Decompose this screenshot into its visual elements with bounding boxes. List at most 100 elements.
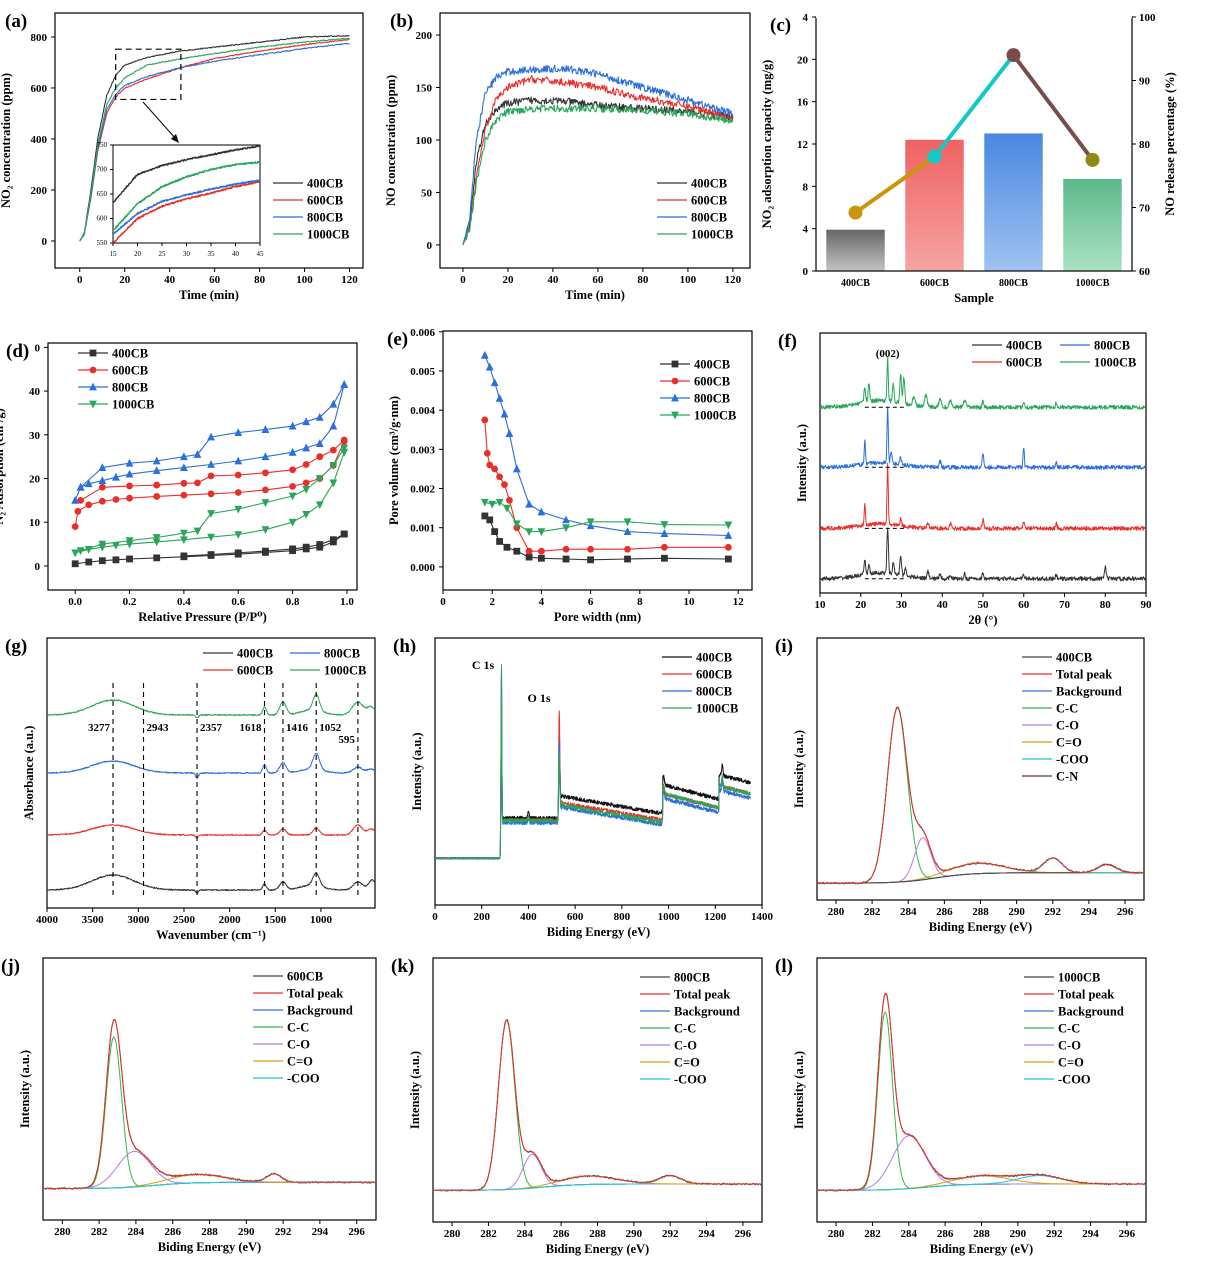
series-line-600cb	[113, 180, 260, 243]
marker-square	[126, 555, 133, 563]
x-tick-label: 280	[444, 1228, 461, 1240]
marker-square	[329, 536, 337, 544]
legend-label: 1000CB	[694, 409, 736, 423]
x-tick-label: 10	[815, 599, 827, 611]
x-tick-label: 290	[1008, 906, 1025, 918]
panel-b: 0 20 40 60 80 100 120 0 50 100 150 200 400CB 600CB 800…	[384, 11, 751, 302]
series-line-total-peak	[433, 1019, 762, 1191]
x-tick-label: 4000	[36, 914, 59, 926]
x-tick-label: 70	[1059, 599, 1071, 611]
marker-square	[234, 549, 242, 557]
axes-frame	[439, 12, 751, 269]
legend-label: C-C	[674, 1022, 696, 1036]
marker-square	[503, 543, 511, 551]
legend-label: -COO	[1056, 753, 1089, 767]
legend-label: C-C	[1056, 702, 1078, 716]
x-axis-label: Time (min)	[179, 288, 239, 302]
legend-label: 1000CB	[1094, 356, 1136, 370]
marker-square	[513, 547, 521, 555]
x-tick-label: 8	[637, 596, 643, 608]
legend-label: 600CB	[112, 364, 148, 378]
legend-item-600cb: 600CB	[657, 194, 727, 208]
marker-triangle-up	[302, 443, 311, 452]
x-tick-label: 290	[626, 1228, 643, 1240]
x-tick-label: 1500	[264, 914, 287, 926]
marker-triangle-down	[495, 498, 504, 507]
y-axis-label: Intensity (a.u.)	[792, 730, 806, 808]
x-tick-label: 12	[733, 596, 745, 608]
x-tick-label: 1000	[658, 911, 681, 923]
x-tick-label: 288	[972, 906, 989, 918]
legend-label: Total peak	[1058, 988, 1114, 1002]
marker-circle	[262, 469, 269, 477]
legend-item-background: Background	[640, 1005, 740, 1019]
marker-triangle-down	[623, 518, 632, 527]
y-axis-label: NO concentration (ppm)	[384, 75, 398, 206]
marker-circle	[234, 471, 242, 479]
x-tick-label: 100	[296, 274, 313, 286]
marker-triangle-down	[340, 448, 349, 457]
marker-square	[89, 349, 97, 357]
panel-label: (c)	[770, 15, 791, 36]
legend-label: 400CB	[694, 358, 730, 372]
marker-circle	[302, 479, 310, 487]
marker-triangle-down	[586, 518, 595, 527]
marker-triangle-up	[84, 479, 93, 488]
panel-label: (d)	[6, 341, 29, 362]
marker-square	[71, 560, 79, 568]
series-line-600cb-adsorption	[74, 441, 345, 527]
series-line-400cb	[47, 872, 375, 894]
plot-area	[433, 1019, 762, 1192]
marker-square	[153, 554, 161, 562]
x-tick-label: 1.0	[340, 596, 354, 608]
marker-triangle-down	[488, 500, 497, 509]
series-line-c-c	[817, 707, 1144, 884]
annotation-o1s: O 1s	[527, 691, 550, 705]
legend-label: C-O	[674, 1039, 697, 1053]
legend-label: C=O	[1056, 736, 1082, 750]
plot-area	[462, 64, 734, 246]
marker-triangle-down	[207, 510, 215, 518]
marker-triangle-up	[500, 409, 509, 418]
marker-circle	[207, 472, 215, 480]
plot-area	[820, 355, 1146, 582]
line-point-1000cb	[1085, 152, 1100, 167]
axes-frame	[434, 637, 763, 906]
legend-item-600cb: 600CB	[273, 194, 343, 208]
legend-item-c-o: C-O	[1024, 1039, 1081, 1053]
band-label: 1618	[240, 722, 263, 734]
x-tick-label: 0.4	[177, 596, 191, 608]
x-tick-label: 60	[209, 274, 221, 286]
legend-item-1000cb: 1000CB	[78, 398, 154, 412]
marker-triangle-up	[207, 432, 215, 441]
y-tick-label: 12	[797, 139, 809, 151]
legend-item-400cb: 400CB	[662, 651, 732, 665]
x-tick-label: 80	[1100, 599, 1112, 611]
marker-triangle-up	[98, 476, 107, 485]
x-axis-label: Biding Energy (eV)	[547, 925, 650, 939]
x-tick-label: 120	[341, 274, 358, 286]
marker-circle	[180, 491, 188, 499]
x-tick-label: 60	[592, 274, 604, 286]
marker-triangle-up	[315, 439, 324, 447]
series-line-800cb	[820, 406, 1146, 470]
annotation-c1s: C 1s	[472, 658, 495, 672]
marker-circle	[89, 366, 97, 374]
marker-square	[180, 552, 188, 560]
marker-triangle-up	[234, 456, 243, 465]
y-axis-label: Intensity (a.u.)	[408, 1051, 422, 1129]
marker-square	[262, 547, 269, 555]
marker-triangle-up	[623, 527, 632, 536]
legend-item-1000cb: 1000CB	[290, 664, 366, 678]
marker-triangle-up	[234, 428, 243, 437]
x-tick-label: 0	[460, 274, 466, 286]
marker-circle	[501, 481, 508, 488]
legend-item-c-o: C=O	[253, 1055, 313, 1069]
marker-triangle-up	[112, 472, 120, 481]
marker-square	[525, 553, 533, 561]
marker-triangle-up	[660, 529, 669, 537]
axes-frame	[47, 342, 358, 591]
marker-circle	[587, 545, 595, 553]
legend-label: -COO	[1058, 1073, 1091, 1087]
y-axis-label: Intensity (a.u.)	[795, 424, 809, 502]
